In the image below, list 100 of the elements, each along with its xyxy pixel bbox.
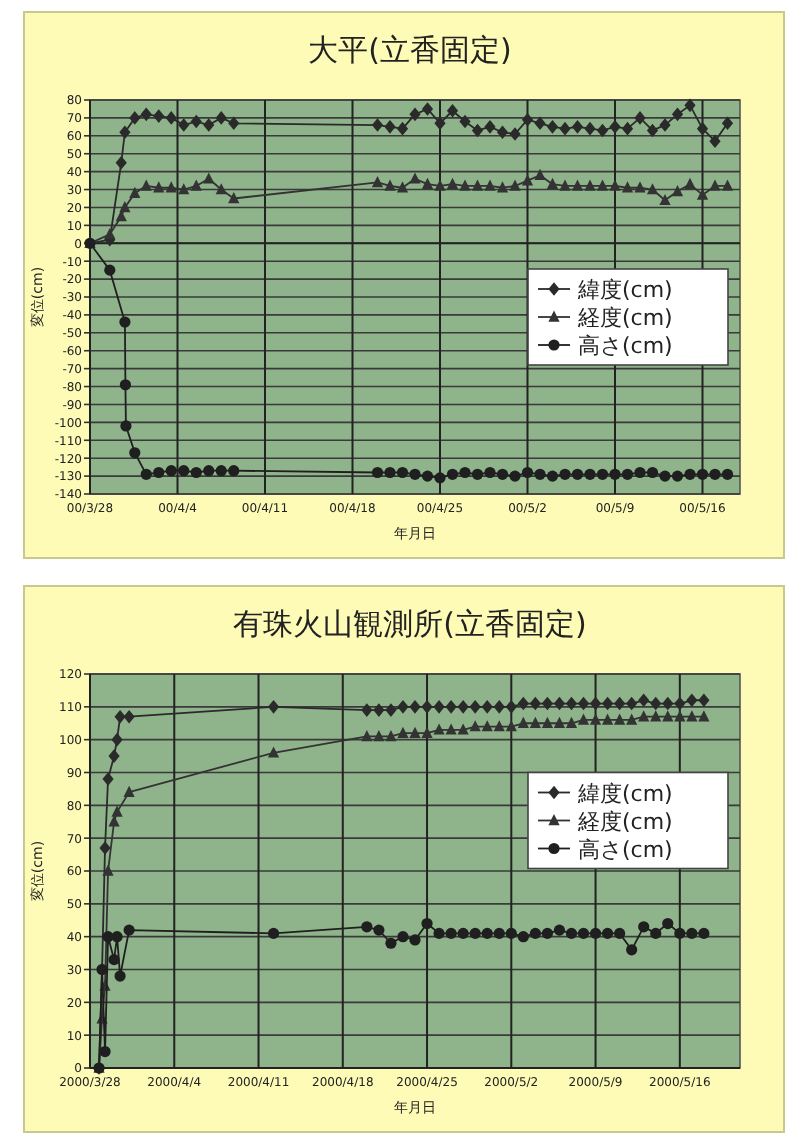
point [228, 465, 240, 477]
point [434, 116, 446, 131]
point [721, 116, 734, 131]
point [361, 703, 373, 717]
point [371, 118, 384, 132]
point [553, 924, 566, 936]
point [409, 700, 421, 714]
point [361, 921, 373, 933]
point [104, 264, 116, 276]
point [553, 716, 566, 729]
point [140, 107, 152, 122]
point [541, 716, 554, 729]
point [446, 177, 459, 189]
point [484, 179, 496, 191]
point [609, 179, 621, 191]
legend-label: 高さ(cm) [578, 333, 673, 359]
point [120, 420, 132, 432]
point [361, 729, 373, 742]
point [433, 927, 445, 939]
point [111, 805, 123, 817]
point [577, 927, 590, 939]
point [108, 815, 120, 827]
point [577, 696, 590, 711]
point [471, 123, 484, 138]
point [123, 709, 135, 724]
point [215, 465, 227, 477]
point [409, 468, 421, 480]
point [267, 746, 280, 758]
point [153, 466, 165, 479]
point [541, 927, 554, 939]
point [445, 927, 457, 939]
point [153, 181, 165, 193]
point [371, 175, 384, 188]
point [459, 466, 471, 479]
point [509, 470, 521, 482]
point [559, 179, 571, 191]
point [529, 716, 541, 729]
legend-label: 緯度(cm) [578, 277, 673, 303]
point [119, 201, 131, 213]
point [596, 123, 609, 138]
point [108, 954, 120, 966]
point [565, 927, 578, 939]
point [638, 693, 650, 708]
point [484, 466, 496, 479]
point [119, 379, 132, 391]
point [521, 112, 534, 127]
point [129, 186, 141, 198]
point [469, 720, 481, 732]
point [646, 123, 659, 138]
point [505, 927, 517, 939]
point [650, 696, 662, 711]
point [203, 465, 215, 477]
point [457, 723, 469, 735]
point [614, 696, 626, 711]
point [123, 785, 135, 797]
point [409, 934, 421, 946]
point [521, 466, 534, 479]
point [709, 179, 721, 191]
point [373, 729, 385, 742]
point [662, 917, 674, 930]
point [409, 172, 421, 184]
point [481, 927, 493, 939]
point [99, 841, 111, 855]
point [621, 121, 634, 136]
point [446, 103, 459, 118]
point [434, 179, 446, 191]
point [571, 468, 584, 480]
point [674, 696, 686, 711]
point [589, 927, 602, 939]
point [396, 121, 409, 136]
point [621, 468, 634, 480]
point [626, 944, 638, 956]
point [421, 917, 433, 930]
point [601, 927, 614, 939]
point [509, 179, 521, 191]
point [517, 716, 529, 729]
point [698, 693, 710, 708]
point [696, 468, 709, 480]
point [684, 468, 696, 480]
point [469, 927, 481, 939]
point [433, 723, 445, 735]
point [384, 466, 396, 479]
point [659, 193, 671, 206]
point [267, 927, 280, 939]
point [634, 111, 646, 125]
point [119, 125, 131, 140]
point [493, 700, 505, 714]
point [577, 713, 590, 725]
point [565, 696, 578, 711]
point [646, 466, 659, 479]
point [203, 118, 215, 132]
point [601, 713, 614, 725]
point [421, 726, 433, 738]
point [123, 924, 135, 936]
point [496, 125, 509, 140]
point [409, 726, 421, 738]
legend-label: 経度(cm) [578, 305, 673, 331]
point [434, 472, 446, 484]
point [190, 114, 202, 129]
point [459, 179, 471, 191]
